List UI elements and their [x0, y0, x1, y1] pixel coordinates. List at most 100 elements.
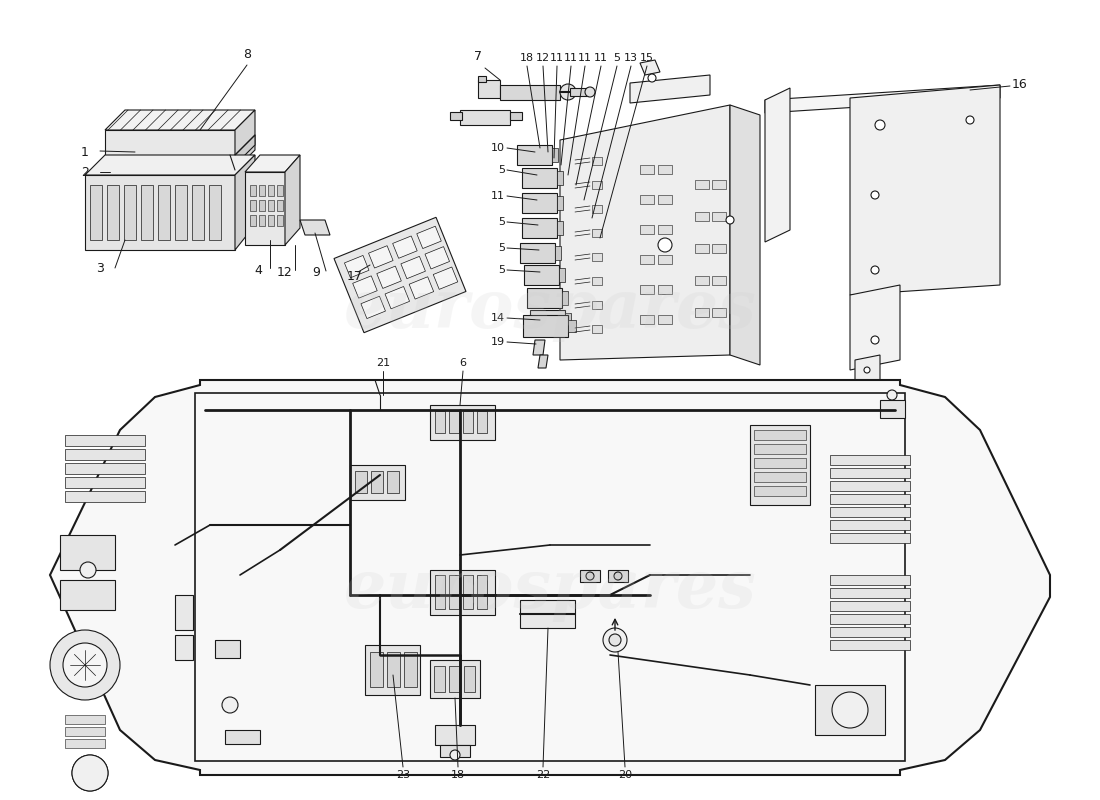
Bar — [277, 200, 283, 211]
Polygon shape — [560, 105, 730, 360]
Circle shape — [50, 630, 120, 700]
Polygon shape — [100, 167, 260, 172]
Bar — [434, 575, 446, 609]
Bar — [815, 685, 886, 735]
Text: 11: 11 — [550, 53, 564, 63]
Polygon shape — [764, 88, 790, 242]
Bar — [557, 171, 563, 185]
Bar — [830, 533, 910, 543]
Polygon shape — [245, 172, 285, 245]
Bar — [387, 471, 399, 493]
Bar — [175, 595, 192, 630]
Polygon shape — [417, 226, 441, 249]
Bar — [404, 652, 417, 687]
Bar — [65, 491, 145, 502]
Polygon shape — [393, 236, 417, 258]
Bar — [250, 200, 256, 211]
Polygon shape — [300, 220, 330, 235]
Circle shape — [450, 750, 460, 760]
Circle shape — [80, 562, 96, 578]
Bar — [478, 80, 500, 98]
Bar — [695, 244, 710, 253]
Circle shape — [871, 266, 879, 274]
Polygon shape — [285, 155, 300, 245]
Bar — [90, 185, 102, 240]
Text: 2: 2 — [81, 166, 89, 178]
Circle shape — [871, 191, 879, 199]
Text: 5: 5 — [498, 243, 505, 253]
Text: 6: 6 — [460, 358, 466, 368]
Circle shape — [560, 84, 576, 100]
Text: 5: 5 — [614, 53, 620, 63]
Text: 12: 12 — [536, 53, 550, 63]
Polygon shape — [85, 175, 235, 250]
Bar — [530, 310, 565, 330]
Text: 20: 20 — [618, 770, 632, 780]
Bar — [141, 185, 153, 240]
Bar — [192, 185, 204, 240]
Bar — [830, 575, 910, 585]
Bar — [65, 449, 145, 460]
Bar — [570, 88, 589, 96]
Bar — [754, 472, 806, 482]
Bar — [522, 218, 557, 238]
Bar — [258, 215, 265, 226]
Polygon shape — [425, 246, 450, 269]
Bar — [592, 277, 602, 285]
Bar — [520, 243, 556, 263]
Polygon shape — [409, 277, 433, 299]
Bar — [592, 253, 602, 261]
Polygon shape — [235, 135, 255, 165]
Bar — [559, 268, 565, 282]
Bar — [520, 600, 575, 628]
Text: 1: 1 — [81, 146, 89, 158]
Polygon shape — [104, 110, 255, 130]
Circle shape — [72, 755, 108, 791]
Circle shape — [63, 643, 107, 687]
Bar — [65, 739, 104, 748]
Bar — [268, 200, 274, 211]
Bar — [830, 601, 910, 611]
Bar — [268, 185, 274, 196]
Text: 3: 3 — [96, 262, 103, 274]
Bar — [640, 165, 654, 174]
Circle shape — [585, 87, 595, 97]
Bar — [754, 444, 806, 454]
Bar — [754, 430, 806, 440]
Text: 14: 14 — [491, 313, 505, 323]
Bar — [430, 405, 495, 440]
Text: 23: 23 — [396, 770, 410, 780]
Bar — [477, 575, 487, 609]
Polygon shape — [500, 85, 560, 100]
Polygon shape — [235, 110, 255, 170]
Bar — [450, 112, 462, 120]
Bar — [175, 185, 187, 240]
Polygon shape — [730, 105, 760, 365]
Text: 11: 11 — [491, 191, 505, 201]
Circle shape — [887, 390, 896, 400]
Bar — [608, 570, 628, 582]
Bar — [350, 465, 405, 500]
Bar — [658, 165, 672, 174]
Bar — [592, 325, 602, 333]
Bar — [712, 276, 726, 285]
Bar — [277, 185, 283, 196]
Bar — [449, 411, 459, 433]
Bar — [592, 205, 602, 213]
Bar — [449, 575, 459, 609]
Bar — [640, 315, 654, 324]
Circle shape — [603, 628, 627, 652]
Bar — [640, 285, 654, 294]
Bar — [658, 225, 672, 234]
Circle shape — [609, 634, 622, 646]
Bar — [355, 471, 367, 493]
Polygon shape — [640, 60, 660, 75]
Bar — [209, 185, 221, 240]
Circle shape — [874, 120, 886, 130]
Bar — [695, 276, 710, 285]
Bar — [478, 76, 486, 82]
Text: 7: 7 — [474, 50, 482, 63]
Bar — [158, 185, 170, 240]
Bar — [658, 195, 672, 204]
Text: 5: 5 — [498, 165, 505, 175]
